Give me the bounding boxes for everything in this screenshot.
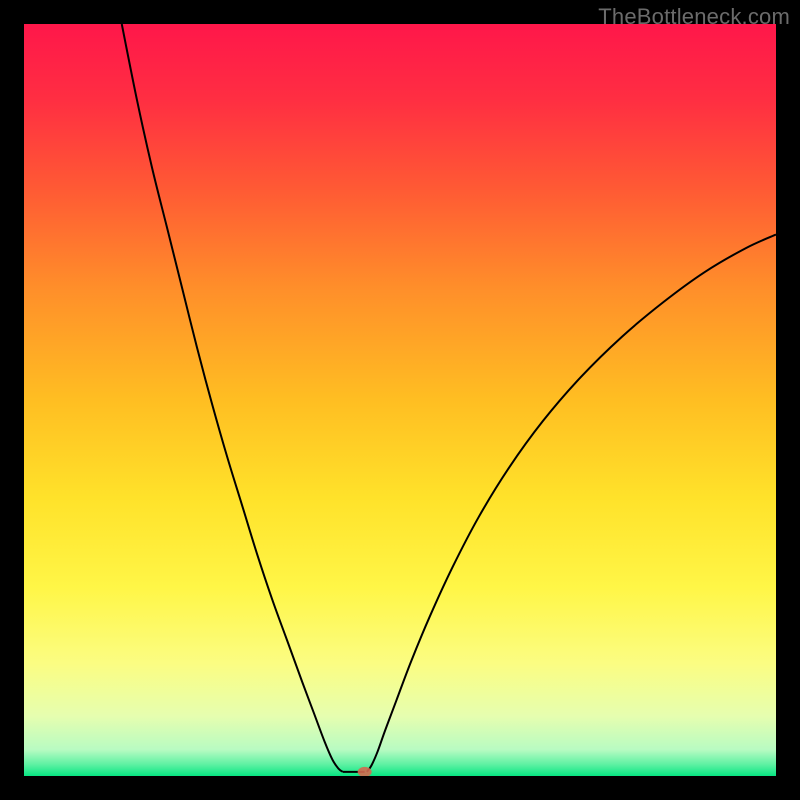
plot-gradient-background [24,24,776,776]
watermark-text: TheBottleneck.com [598,4,790,30]
bottleneck-chart [0,0,800,800]
optimum-marker [358,767,372,777]
chart-container: TheBottleneck.com [0,0,800,800]
